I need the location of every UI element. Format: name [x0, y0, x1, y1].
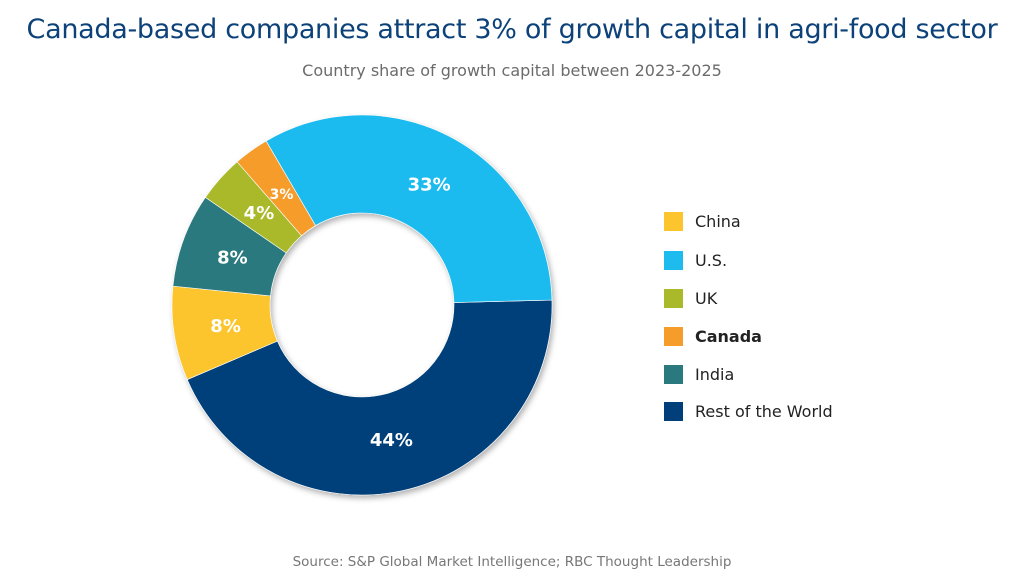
data-label: 4%	[244, 203, 275, 224]
legend-label: India	[695, 365, 735, 384]
chart-title: Canada-based companies attract 3% of gro…	[26, 14, 998, 45]
legend-label: U.S.	[695, 251, 728, 270]
chart-subtitle: Country share of growth capital between …	[302, 61, 722, 80]
legend-item: Rest of the World	[664, 402, 833, 421]
data-label: 3%	[270, 187, 294, 203]
data-label: 8%	[217, 248, 248, 269]
source-note: Source: S&P Global Market Intelligence; …	[292, 554, 732, 570]
legend-swatch	[664, 365, 683, 384]
legend-item: China	[664, 212, 741, 231]
legend-label: Canada	[695, 327, 762, 346]
legend-label: Rest of the World	[695, 402, 833, 421]
legend-item: India	[664, 365, 734, 384]
data-label: 44%	[370, 430, 413, 451]
legend-label: UK	[695, 289, 718, 308]
legend-swatch	[664, 327, 683, 346]
legend-swatch	[664, 251, 683, 270]
legend-swatch	[664, 212, 683, 231]
slice-u-s-	[265, 114, 553, 303]
legend-item: U.S.	[664, 251, 727, 270]
legend-label: China	[695, 212, 741, 231]
legend-swatch	[664, 402, 683, 421]
legend-swatch	[664, 289, 683, 308]
legend-item: UK	[664, 289, 717, 308]
data-label: 33%	[408, 174, 451, 195]
data-label: 8%	[210, 316, 241, 337]
slice-rest-of-the-world	[186, 299, 553, 496]
legend-item: Canada	[664, 327, 762, 346]
